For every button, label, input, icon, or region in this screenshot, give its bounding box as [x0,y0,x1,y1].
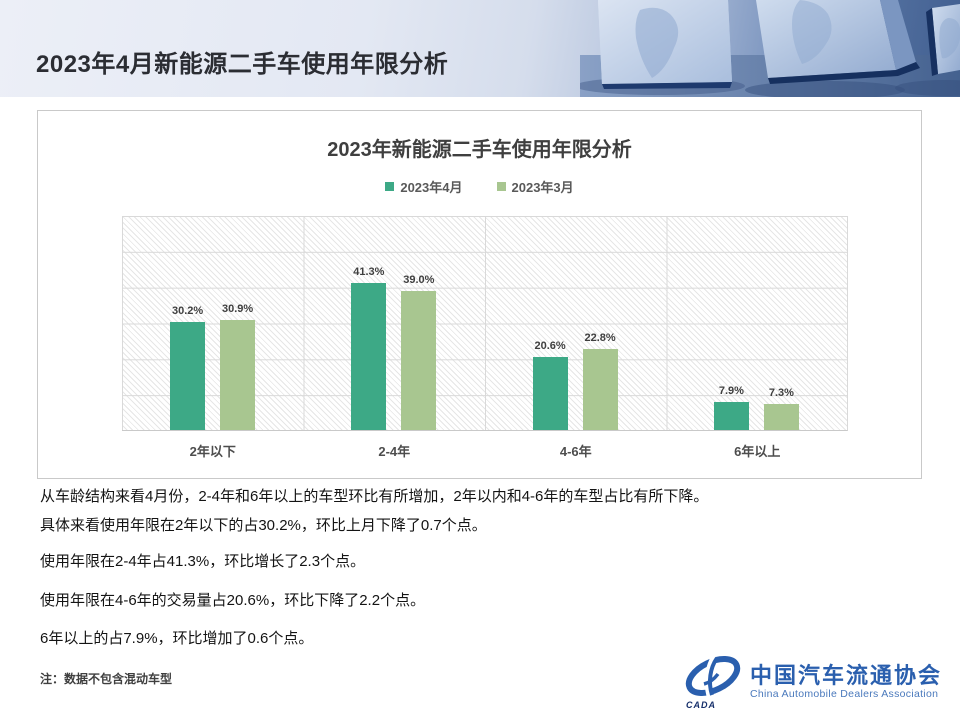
footnote: 注：数据不包含混动车型 [40,672,173,686]
analysis-paragraph: 6年以上的占7.9%，环比增加了0.6个点。 [40,630,314,647]
category-label: 6年以上 [734,444,781,459]
bar-value-label: 7.9% [718,384,744,397]
bar-value-label: 20.6% [534,339,566,352]
bar-group: 7.9% 7.3% [666,216,847,430]
legend-label-april: 2023年4月 [400,180,463,195]
category-label: 2-4年 [378,444,411,459]
org-name-english: China Automobile Dealers Association [749,688,939,701]
bar-column: 30.2% [170,216,206,430]
bar-value-label: 30.2% [172,305,204,318]
analysis-paragraph: 使用年限在2-4年占41.3%，环比增长了2.3个点。 [40,553,366,570]
cada-logo-text: 中国汽车流通协会 China Automobile Dealers Associ… [749,662,942,701]
cube-3 [926,4,960,76]
legend-swatch-march [496,182,506,191]
analysis-text: 从车龄结构来看4月份，2-4年和6年以上的车型环比有所增加，2年以内和4-6年的… [40,488,930,648]
category-label: 4-6年 [559,444,592,459]
slide-header: 2023年4月新能源二手车使用年限分析 [0,0,960,97]
bar-column: 39.0% [401,216,437,430]
bar-2023年3月 [401,290,437,430]
org-name-chinese: 中国汽车流通协会 [749,662,942,688]
bar-2023年4月 [170,322,206,430]
category-label: 2年以下 [189,444,236,459]
bar-2023年4月 [713,401,749,430]
plot-area: 30.2% 30.9% 41.3% 39.0% 20.6% 22.8% 7.9% 7.3% [122,216,848,431]
cada-emblem-text: CADA [685,700,716,710]
bar-group: 30.2% 30.9% [122,216,303,430]
legend-swatch-april [385,182,395,191]
legend-label-march: 2023年3月 [511,180,574,195]
chart-legend: 2023年4月 2023年3月 [38,177,921,196]
legend-item-april: 2023年4月 [385,177,463,196]
chart-card: 2023年新能源二手车使用年限分析 2023年4月 2023年3月 30.2% 3… [37,110,922,479]
cada-logo: CADA 中国汽车流通协会 China Automobile Dealers A… [684,654,942,710]
bar-value-label: 30.9% [222,302,254,315]
bar-value-label: 39.0% [403,273,435,286]
bar-2023年3月 [220,319,256,430]
cube-2 [756,0,920,84]
bar-2023年3月 [763,403,799,430]
bar-column: 7.3% [763,216,799,430]
analysis-paragraph: 使用年限在4-6年的交易量占20.6%，环比下降了2.2个点。 [40,592,426,609]
chart-title: 2023年新能源二手车使用年限分析 [327,139,632,161]
page-title: 2023年4月新能源二手车使用年限分析 [36,51,449,78]
category-axis: 2年以下 2-4年 4-6年 6年以上 [122,441,848,460]
bar-2023年3月 [582,348,618,430]
bar-group: 41.3% 39.0% [303,216,484,430]
bar-column: 22.8% [582,216,618,430]
cube-1 [598,0,732,89]
bar-value-label: 22.8% [584,331,616,344]
bar-2023年4月 [532,356,568,430]
cada-emblem-icon: CADA [684,654,742,710]
bar-value-label: 7.3% [768,386,794,399]
bar-column: 30.9% [220,216,256,430]
bar-column: 7.9% [713,216,749,430]
analysis-paragraph: 从车龄结构来看4月份，2-4年和6年以上的车型环比有所增加，2年以内和4-6年的… [40,488,709,505]
bar-column: 20.6% [532,216,568,430]
bar-2023年4月 [351,282,387,430]
bar-value-label: 41.3% [353,265,385,278]
blue-cubes-graphic [580,0,960,97]
bar-group: 20.6% 22.8% [485,216,666,430]
analysis-paragraph: 具体来看使用年限在2年以下的占30.2%，环比上月下降了0.7个点。 [40,517,487,534]
bar-column: 41.3% [351,216,387,430]
legend-item-march: 2023年3月 [496,177,574,196]
